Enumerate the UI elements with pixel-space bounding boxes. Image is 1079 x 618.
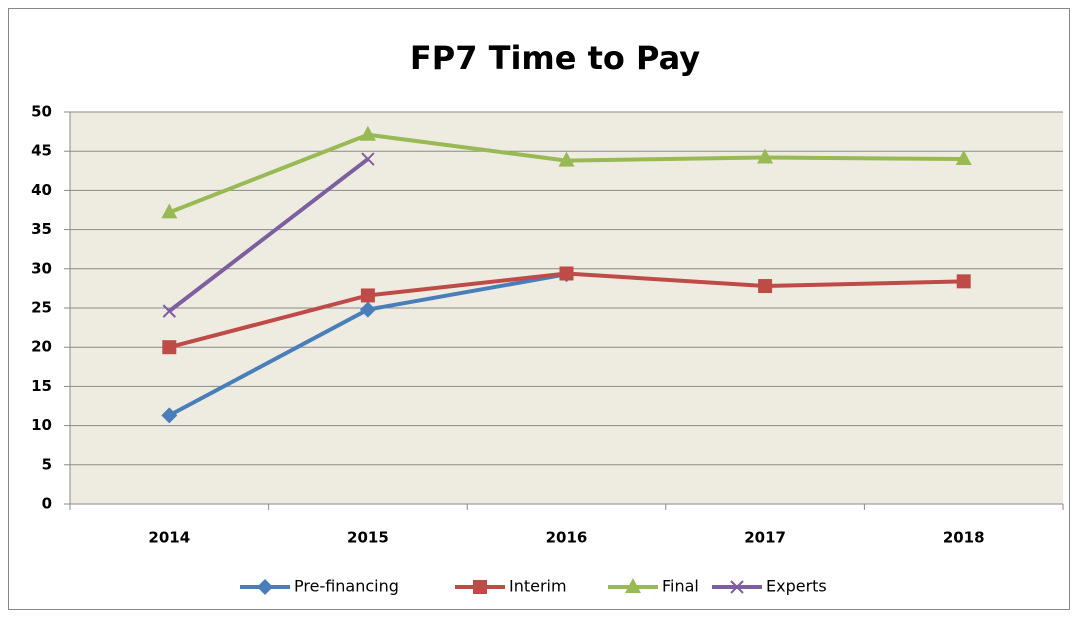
y-tick-label: 45 [31, 142, 52, 160]
y-tick-label: 50 [31, 103, 52, 121]
data-point [956, 274, 971, 289]
y-tick-label: 25 [31, 299, 52, 317]
data-point [757, 148, 774, 164]
y-tick-label: 35 [31, 220, 52, 238]
data-point [359, 125, 376, 141]
legend-marker [257, 579, 273, 595]
data-point [558, 151, 575, 167]
data-point [758, 279, 773, 294]
legend-marker [730, 580, 744, 594]
legend-marker [625, 578, 641, 593]
data-point [360, 288, 375, 303]
y-tick-label: 30 [31, 259, 52, 277]
y-tick-label: 0 [42, 495, 52, 513]
x-tick-label: 2017 [744, 529, 786, 547]
data-point [162, 304, 177, 318]
x-tick-label: 2014 [148, 529, 190, 547]
legend-marker [473, 580, 487, 594]
chart-title: FP7 Time to Pay [410, 39, 700, 77]
legend-label: Final [662, 577, 699, 596]
series-line [168, 157, 370, 313]
data-point [162, 340, 177, 355]
y-tick-label: 5 [42, 455, 52, 473]
legend-label: Interim [509, 577, 567, 596]
x-tick-label: 2016 [546, 529, 588, 547]
y-tick-label: 15 [31, 377, 52, 395]
data-point [361, 152, 375, 166]
x-tick-label: 2015 [347, 529, 389, 547]
x-tick-label: 2018 [943, 529, 985, 547]
data-point [559, 266, 574, 281]
data-point [359, 301, 376, 318]
data-point [955, 150, 972, 166]
y-tick-label: 10 [31, 416, 52, 434]
legend-label: Pre-financing [294, 577, 399, 596]
data-point [161, 203, 178, 219]
y-tick-label: 40 [31, 181, 52, 199]
data-point [161, 407, 178, 424]
legend-label: Experts [766, 577, 827, 596]
y-tick-label: 20 [31, 338, 52, 356]
